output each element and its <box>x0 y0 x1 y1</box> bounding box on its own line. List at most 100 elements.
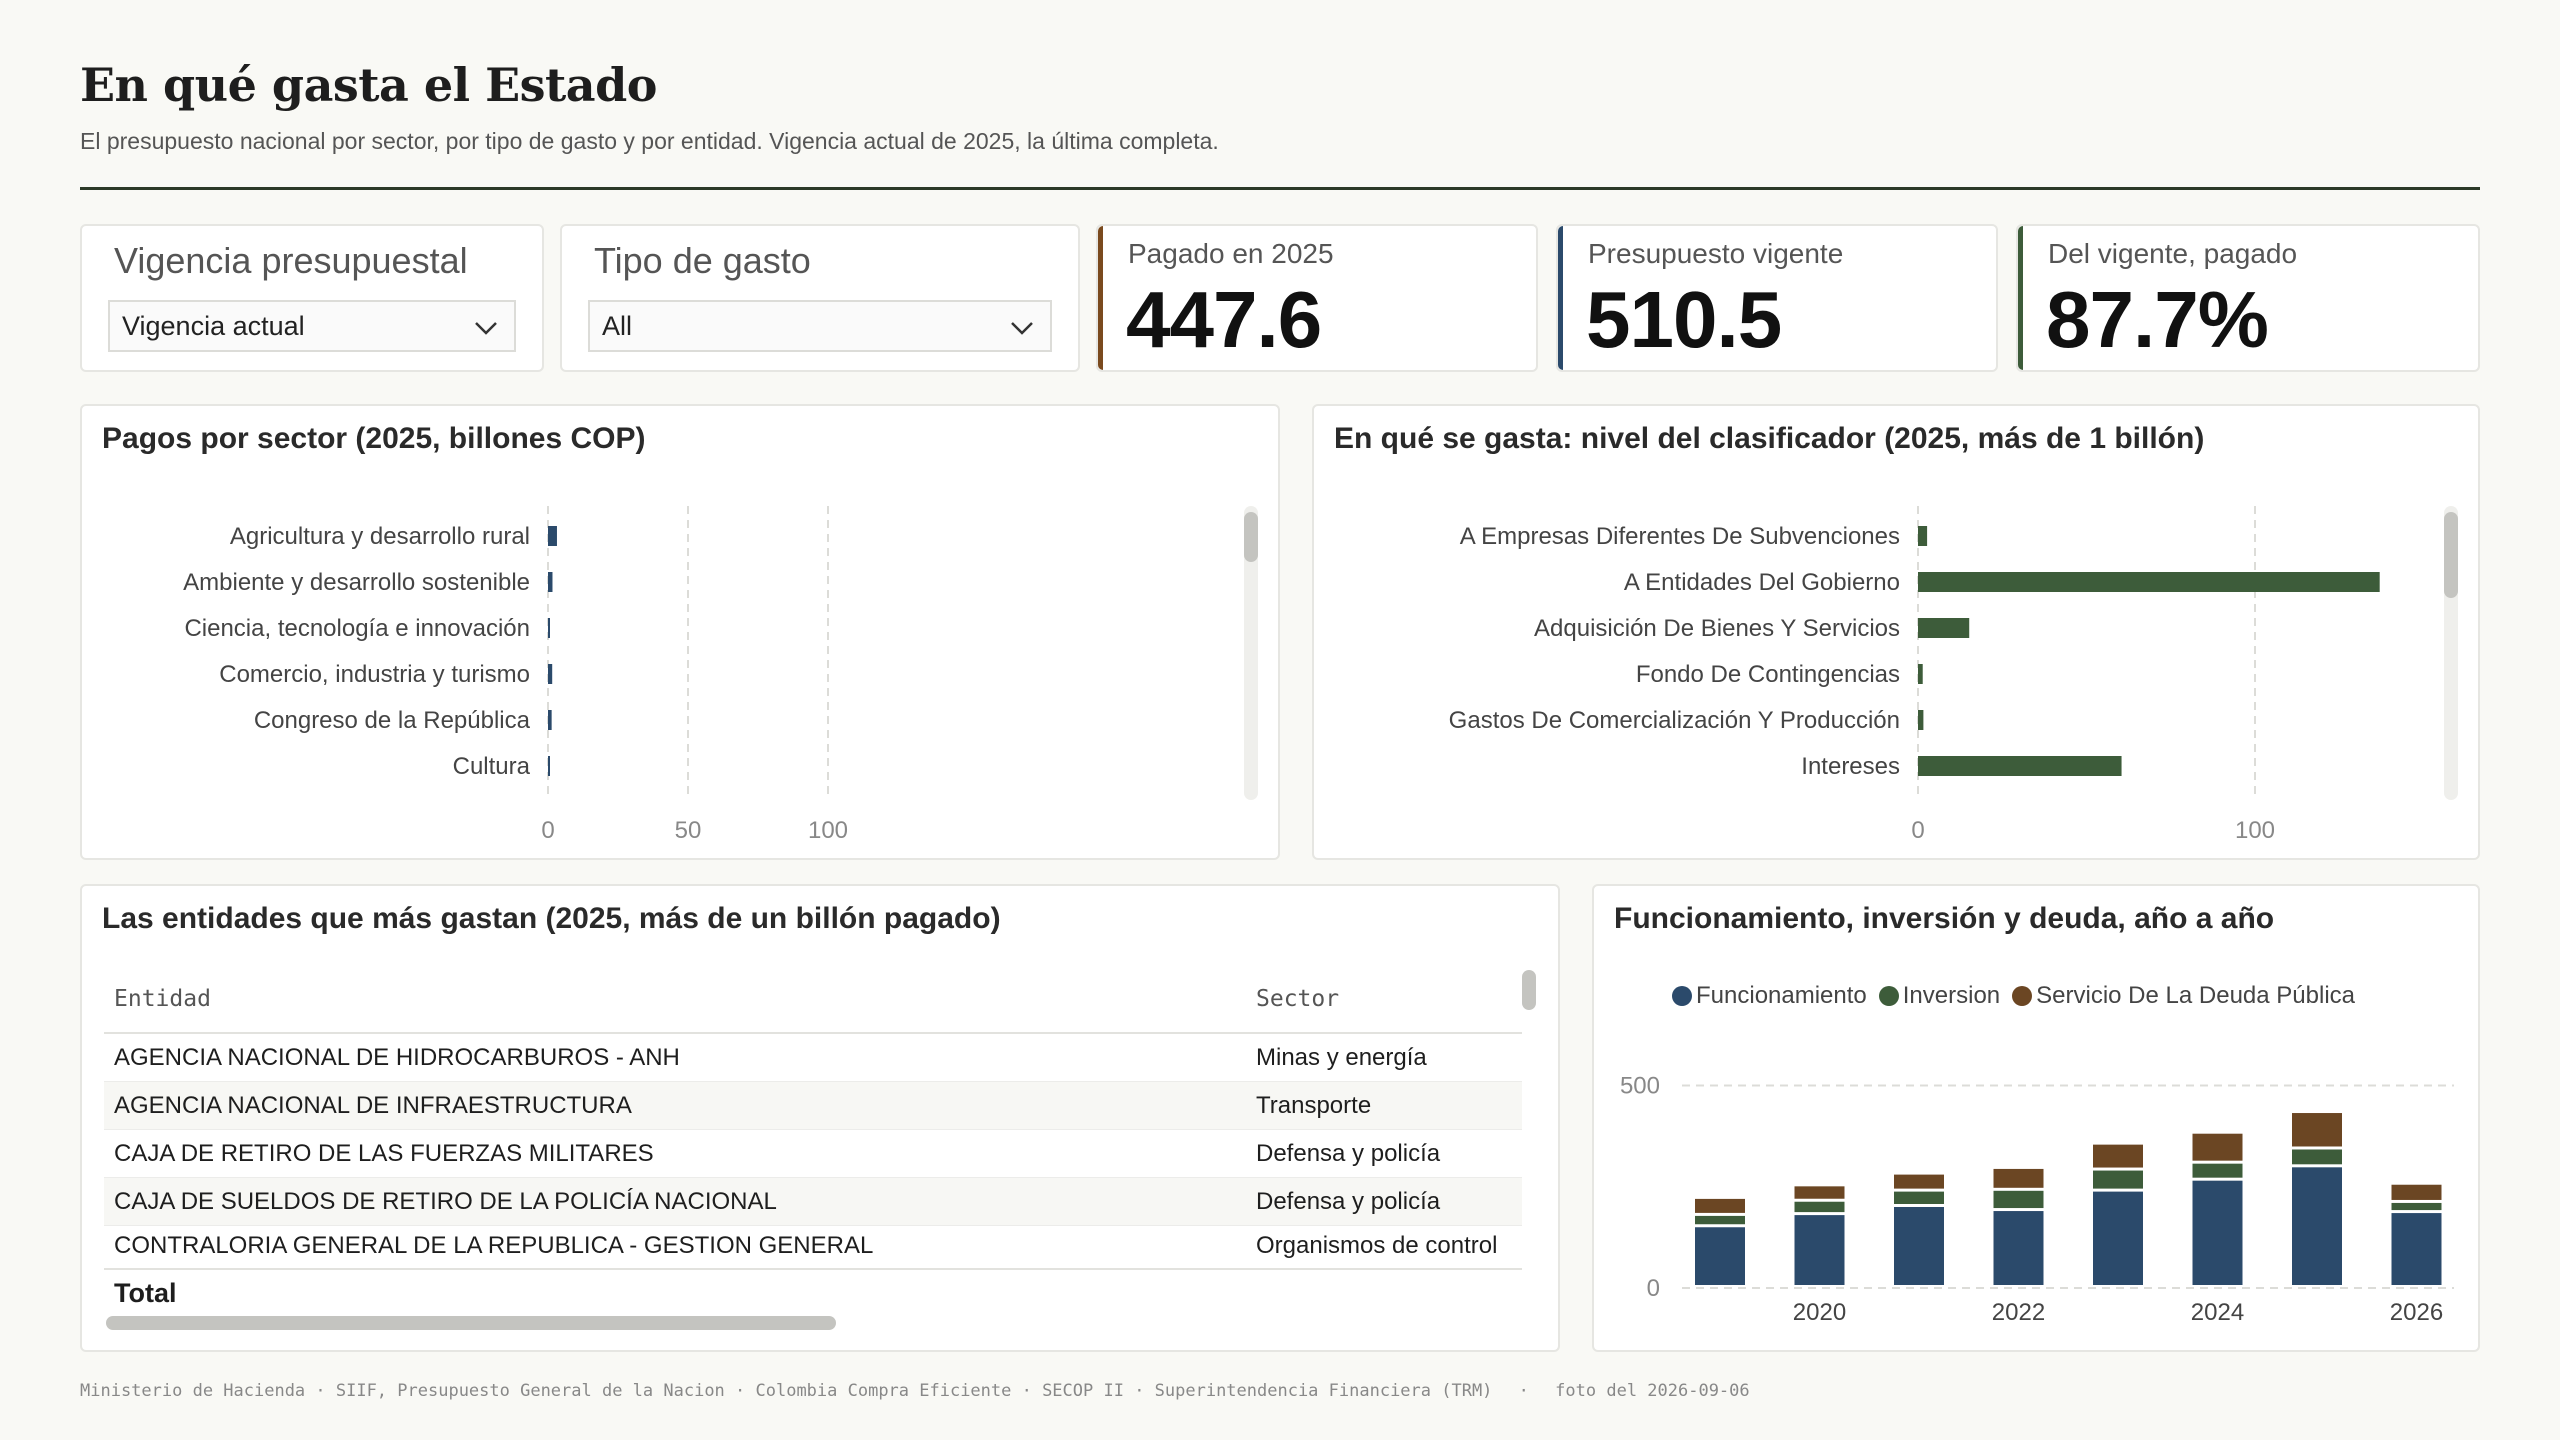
column-header-entidad[interactable]: Entidad <box>114 986 211 1012</box>
stacked-bar-segment[interactable] <box>2391 1213 2442 1285</box>
x-tick-label: 2026 <box>2390 1299 2443 1326</box>
stacked-bar-segment[interactable] <box>2093 1170 2143 1189</box>
stacked-bar-segment[interactable] <box>2292 1167 2342 1285</box>
cell-sector: Minas y energía <box>1256 1043 1427 1071</box>
kpi-card-vigente: Presupuesto vigente 510.5 <box>1556 224 1998 372</box>
stacked-bar-segment[interactable] <box>2093 1191 2143 1285</box>
category-label: Congreso de la República <box>254 707 531 734</box>
category-label: Gastos De Comercialización Y Producción <box>1449 707 1900 734</box>
footer-snapshot: foto del 2026-09-06 <box>1555 1381 1750 1401</box>
bar[interactable] <box>548 526 557 546</box>
stacked-bar-segment[interactable] <box>1695 1198 1745 1213</box>
clasificador-chart-scroll-thumb[interactable] <box>2444 512 2458 598</box>
stacked-bar-segment[interactable] <box>2192 1180 2243 1285</box>
kpi-value-vigente: 510.5 <box>1586 275 1782 364</box>
table-row[interactable]: AGENCIA NACIONAL DE INFRAESTRUCTURA Tran… <box>104 1082 1522 1130</box>
stacked-bar-segment[interactable] <box>2391 1184 2442 1200</box>
vigencia-select[interactable]: Vigencia actual <box>108 300 516 352</box>
chevron-down-icon <box>475 322 497 335</box>
stacked-bar-segment[interactable] <box>1794 1186 1845 1199</box>
x-tick-label: 100 <box>808 817 848 844</box>
table-row[interactable]: CONTRALORIA GENERAL DE LA REPUBLICA - GE… <box>104 1226 1522 1266</box>
entidades-table: Entidad Sector AGENCIA NACIONAL DE HIDRO… <box>104 966 1522 1266</box>
kpi-label-vigente: Presupuesto vigente <box>1588 238 1844 269</box>
stacked-bar-segment[interactable] <box>1894 1174 1944 1189</box>
legend-dot-icon <box>1878 986 1899 1006</box>
stacked-bar-segment[interactable] <box>1695 1227 1745 1285</box>
sector-chart-scrollbar[interactable] <box>1244 506 1258 800</box>
bar[interactable] <box>1918 710 1924 730</box>
bar[interactable] <box>1918 618 1970 638</box>
cell-entidad: CAJA DE SUELDOS DE RETIRO DE LA POLICÍA … <box>114 1187 777 1215</box>
table-horizontal-scroll-thumb[interactable] <box>106 1316 836 1330</box>
category-label: Ambiente y desarrollo sostenible <box>183 569 530 596</box>
category-label: Cultura <box>453 753 531 780</box>
table-row[interactable]: AGENCIA NACIONAL DE HIDROCARBUROS - ANH … <box>104 1034 1522 1082</box>
sector-chart-scroll-thumb[interactable] <box>1244 512 1258 562</box>
stacked-bar-segment[interactable] <box>1993 1211 2044 1285</box>
column-header-sector[interactable]: Sector <box>1256 986 1340 1012</box>
kpi-label-pagado: Pagado en 2025 <box>1128 238 1334 269</box>
cell-entidad: CONTRALORIA GENERAL DE LA REPUBLICA - GE… <box>114 1232 874 1259</box>
bar[interactable] <box>548 572 553 592</box>
bar[interactable] <box>548 664 553 684</box>
bar[interactable] <box>548 618 550 638</box>
legend-item-funcionamiento[interactable]: Funcionamiento <box>1672 982 1867 1010</box>
stacked-bar-segment[interactable] <box>1894 1191 1944 1204</box>
entidades-panel: Las entidades que más gastan (2025, más … <box>80 884 1560 1352</box>
cell-entidad: AGENCIA NACIONAL DE HIDROCARBUROS - ANH <box>114 1043 680 1071</box>
stacked-bar-segment[interactable] <box>2192 1163 2243 1178</box>
bar[interactable] <box>1918 526 1928 546</box>
page-subtitle: El presupuesto nacional por sector, por … <box>80 128 1219 154</box>
x-tick-label: 2020 <box>1793 1299 1846 1326</box>
legend-label: Servicio De La Deuda Pública <box>2036 982 2355 1009</box>
entidades-panel-title: Las entidades que más gastan (2025, más … <box>102 902 1001 935</box>
bar[interactable] <box>548 756 550 776</box>
x-tick-label: 100 <box>2235 817 2275 844</box>
stacked-bar-segment[interactable] <box>1794 1201 1845 1213</box>
legend-label: Funcionamiento <box>1696 982 1867 1009</box>
footer-sources: Ministerio de Hacienda · SIIF, Presupues… <box>80 1381 1750 1401</box>
kpi-accent-bar <box>1558 226 1563 370</box>
category-label: Adquisición De Bienes Y Servicios <box>1534 615 1900 642</box>
stacked-bar-segment[interactable] <box>2292 1149 2342 1165</box>
stacked-bar-segment[interactable] <box>2093 1144 2143 1168</box>
kpi-value-porcentaje: 87.7% <box>2046 275 2269 364</box>
stacked-bar-segment[interactable] <box>1993 1168 2044 1188</box>
bar[interactable] <box>1918 664 1923 684</box>
cell-sector: Transporte <box>1256 1091 1372 1119</box>
stacked-bar-segment[interactable] <box>2292 1113 2342 1147</box>
category-label: Comercio, industria y turismo <box>219 661 530 688</box>
page-title: En qué gasta el Estado <box>80 58 657 112</box>
x-tick-label: 0 <box>1911 817 1924 844</box>
chevron-down-icon <box>1011 322 1033 335</box>
clasificador-panel-title: En qué se gasta: nivel del clasificador … <box>1334 422 2205 455</box>
anual-chart-legend: Funcionamiento Inversion Servicio De La … <box>1672 982 2367 1010</box>
table-vertical-scrollbar[interactable] <box>1522 970 1536 1260</box>
tipo-gasto-select[interactable]: All <box>588 300 1052 352</box>
clasificador-chart-scrollbar[interactable] <box>2444 506 2458 800</box>
legend-item-inversion[interactable]: Inversion <box>1878 982 2000 1010</box>
table-vertical-scroll-thumb[interactable] <box>1522 970 1536 1010</box>
stacked-bar-segment[interactable] <box>1894 1207 1944 1285</box>
bar[interactable] <box>548 710 552 730</box>
stacked-bar-segment[interactable] <box>1993 1190 2044 1209</box>
cell-sector: Defensa y policía <box>1256 1187 1441 1215</box>
table-row[interactable]: CAJA DE SUELDOS DE RETIRO DE LA POLICÍA … <box>104 1178 1522 1226</box>
stacked-bar-segment[interactable] <box>2391 1202 2442 1211</box>
legend-item-deuda[interactable]: Servicio De La Deuda Pública <box>2012 982 2355 1010</box>
category-label: Ciencia, tecnología e innovación <box>184 615 530 642</box>
filter-card-tipo: Tipo de gasto All <box>560 224 1080 372</box>
bar[interactable] <box>1918 756 2122 776</box>
cell-sector: Defensa y policía <box>1256 1139 1441 1167</box>
kpi-label-porcentaje: Del vigente, pagado <box>2048 238 2298 269</box>
anual-panel-title: Funcionamiento, inversión y deuda, año a… <box>1614 902 2275 935</box>
bar[interactable] <box>1918 572 2380 592</box>
table-total-label: Total <box>114 1278 177 1308</box>
stacked-bar-segment[interactable] <box>1695 1215 1745 1225</box>
anual-panel: Funcionamiento, inversión y deuda, año a… <box>1592 884 2480 1352</box>
x-tick-label: 2022 <box>1992 1299 2045 1326</box>
stacked-bar-segment[interactable] <box>2192 1133 2243 1161</box>
table-row[interactable]: CAJA DE RETIRO DE LAS FUERZAS MILITARES … <box>104 1130 1522 1178</box>
stacked-bar-segment[interactable] <box>1794 1215 1845 1285</box>
